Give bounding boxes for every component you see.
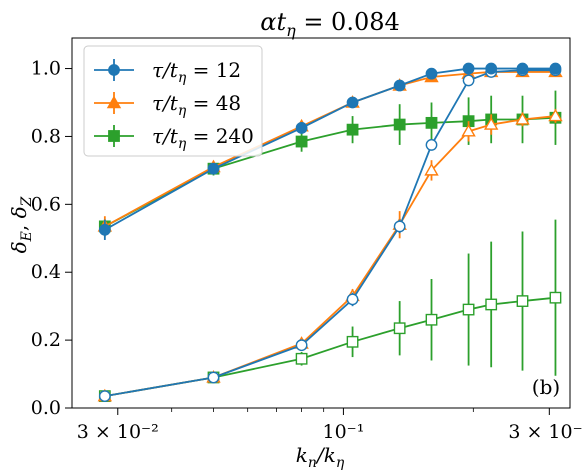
series-tau48-open-point	[548, 108, 563, 122]
y-tick-label: 0.8	[31, 125, 61, 147]
series-tau48-open-point	[515, 112, 530, 125]
series-tau12-filled-point	[516, 62, 529, 75]
legend-label: τ/tη = 12	[152, 58, 241, 86]
series-tau240-filled-point	[393, 118, 406, 131]
legend-marker	[108, 130, 120, 142]
series-tau12-filled-point	[393, 79, 406, 92]
series-tau48-open-point	[483, 117, 499, 130]
x-axis: 3 × 10⁻² 10⁻¹ 3 × 10⁻¹	[77, 408, 584, 443]
series-tau12-filled-point	[98, 223, 111, 236]
series-tau12-filled-point	[346, 96, 359, 109]
plot-area	[71, 37, 571, 409]
series-tau240-open-point	[549, 291, 562, 304]
series-tau48-open-point	[461, 123, 476, 137]
legend-entry-tau12: τ/tη = 12	[94, 58, 241, 86]
series-tau48-open-point	[424, 162, 439, 176]
series-tau12-filled-point	[207, 162, 220, 175]
legend-entry-tau240: τ/tη = 240	[94, 124, 254, 152]
series-tau240-open-point	[485, 298, 498, 311]
plot-frame	[71, 37, 571, 409]
series-tau240-open-point	[295, 352, 308, 365]
legend-marker	[106, 95, 122, 109]
legend-label: τ/tη = 48	[152, 91, 241, 119]
series-tau240-open	[98, 219, 562, 403]
series-tau12-filled-point	[425, 67, 438, 80]
series-tau240-open-point	[346, 335, 359, 348]
series-tau240-filled-point	[425, 116, 438, 129]
series-tau12-open-point	[393, 220, 406, 233]
panel-label: (b)	[532, 375, 560, 399]
series-tau12-open-point	[98, 390, 111, 403]
legend-box	[83, 45, 263, 157]
series-tau48-open-line	[104, 115, 556, 398]
x-tick-label: 10⁻¹	[323, 421, 365, 443]
chart-title: αtη = 0.084	[260, 8, 400, 40]
series-tau12-open-point	[346, 293, 359, 306]
y-tick-label: 0.2	[31, 329, 61, 351]
legend-label: τ/tη = 240	[152, 124, 254, 152]
legend: τ/tη = 12 τ/tη = 48 τ/tη = 240	[83, 45, 263, 157]
legend-entry-tau48: τ/tη = 48	[94, 91, 241, 119]
series-tau240-open-line	[104, 296, 556, 398]
y-tick-label: 0.6	[31, 193, 61, 215]
series-tau12-filled-point	[549, 62, 562, 75]
x-tick-label: 3 × 10⁻²	[77, 421, 159, 443]
y-axis: 0.0 0.2 0.4 0.6 0.8 1.0	[31, 58, 72, 419]
y-tick-label: 0.0	[31, 397, 61, 419]
series-tau12-open-point	[425, 139, 438, 151]
series-tau240-open-point	[462, 303, 475, 316]
x-axis-title: kn/kη	[296, 443, 345, 471]
series-tau12-open-point	[207, 371, 220, 384]
series-tau240-filled-point	[295, 135, 308, 148]
series-tau12-open-point	[295, 339, 308, 352]
x-tick-label: 3 × 10⁻¹	[508, 421, 584, 443]
series-tau240-filled-point	[346, 123, 359, 136]
series-tau12-open	[98, 64, 562, 403]
series-tau12-open-line	[104, 69, 556, 398]
series-tau12-filled-point	[462, 62, 475, 75]
y-tick-label: 0.4	[31, 261, 61, 283]
legend-marker	[108, 64, 120, 76]
series-tau12-open-point	[462, 74, 475, 87]
series-tau12-filled-point	[295, 122, 308, 134]
series-tau240-open-point	[393, 322, 406, 335]
series-tau240-open-point	[516, 295, 529, 307]
y-axis-title: δE, δZ	[7, 196, 35, 253]
series-tau12-filled-point	[485, 62, 498, 75]
series-tau240-open-point	[425, 313, 438, 326]
y-tick-label: 1.0	[31, 58, 61, 80]
